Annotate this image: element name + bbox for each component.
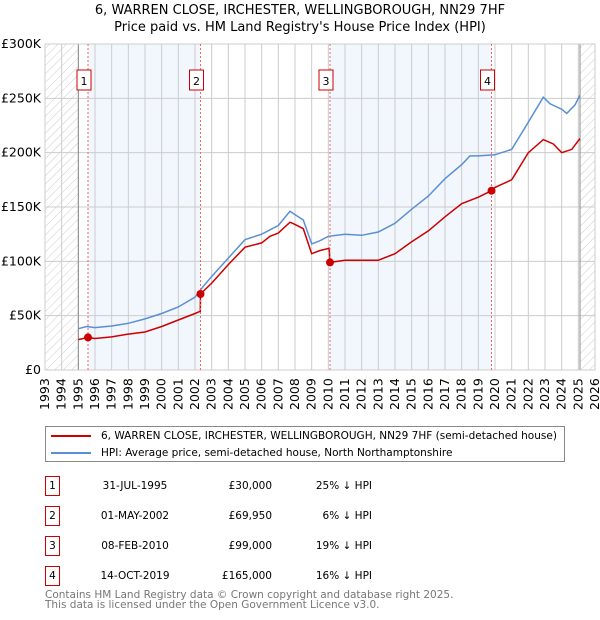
sale-date: 14-OCT-2019 (100, 570, 170, 582)
sale-number-label: 2 (193, 75, 200, 88)
x-tick-label: 1994 (54, 378, 69, 410)
x-tick-label: 2002 (187, 378, 202, 410)
footer: Contains HM Land Registry data © Crown c… (45, 589, 454, 611)
x-tick-label: 1993 (37, 378, 52, 410)
x-tick-label: 2014 (387, 378, 402, 410)
sale-number-label: 1 (81, 75, 88, 88)
x-tick-label: 2001 (170, 378, 185, 410)
plot-frame (44, 43, 596, 371)
legend-label: 6, WARREN CLOSE, IRCHESTER, WELLINGBOROU… (101, 429, 557, 442)
sale-row: 2 01-MAY-2002 £69,950 6% ↓ HPI (45, 506, 545, 526)
x-tick-label: 2011 (337, 378, 352, 410)
y-tick-label: £200K (1, 145, 42, 160)
sale-point (196, 289, 205, 298)
x-tick-label: 2010 (320, 378, 335, 410)
x-tick-label: 2022 (520, 378, 535, 410)
sale-number-label: 3 (323, 75, 330, 88)
x-tick-label: 2024 (554, 378, 569, 410)
y-tick-label: £150K (1, 199, 42, 214)
x-tick-label: 2016 (420, 378, 435, 410)
y-tick-label: £50K (9, 308, 42, 323)
x-tick-label: 2021 (504, 378, 519, 410)
y-tick-label: £0 (25, 362, 41, 377)
legend-item-hpi: HPI: Average price, semi-detached house,… (46, 444, 564, 461)
title-line-1: 6, WARREN CLOSE, IRCHESTER, WELLINGBOROU… (94, 3, 506, 18)
sale-number-badge: 3 (45, 536, 60, 556)
sale-number-badge: 1 (45, 476, 60, 496)
y-tick-label: £300K (1, 36, 42, 51)
series-line (78, 94, 581, 330)
sale-number-badge: 2 (45, 506, 60, 526)
x-tick-label: 2015 (404, 378, 419, 410)
x-tick-label: 2006 (254, 378, 269, 410)
x-tick-label: 2020 (487, 378, 502, 410)
sale-price: £165,000 (221, 570, 272, 582)
sale-hpi-diff: 25% ↓ HPI (315, 480, 372, 492)
blue-line-swatch (51, 451, 91, 454)
title-line-2: Price paid vs. HM Land Registry's House … (114, 20, 486, 35)
sale-point (84, 333, 92, 342)
footer-line-1: Contains HM Land Registry data © Crown c… (45, 589, 454, 601)
x-tick-label: 2023 (537, 378, 552, 410)
x-tick-label: 1996 (87, 378, 102, 410)
x-tick-label: 1999 (137, 378, 152, 410)
x-tick-label: 2009 (304, 378, 319, 410)
x-tick-label: 1998 (120, 378, 135, 410)
sale-point (487, 186, 496, 195)
sale-point (326, 258, 334, 267)
legend: 6, WARREN CLOSE, IRCHESTER, WELLINGBOROU… (45, 426, 565, 462)
sale-row: 1 31-JUL-1995 £30,000 25% ↓ HPI (45, 476, 545, 496)
x-tick-label: 2012 (354, 378, 369, 410)
x-tick-label: 2003 (204, 378, 219, 410)
x-tick-label: 2025 (570, 378, 585, 410)
sale-price: £69,950 (228, 510, 272, 522)
x-tick-label: 2017 (437, 378, 452, 410)
sale-hpi-diff: 6% ↓ HPI (322, 510, 372, 522)
sale-number-box (76, 69, 92, 91)
x-tick-label: 2019 (470, 378, 485, 410)
x-tick-label: 2026 (587, 378, 600, 410)
sale-row: 4 14-OCT-2019 £165,000 16% ↓ HPI (45, 566, 545, 586)
sale-number-badge: 4 (45, 566, 60, 586)
sale-hpi-diff: 16% ↓ HPI (315, 570, 372, 582)
legend-label: HPI: Average price, semi-detached house,… (101, 446, 453, 459)
chart-title: 6, WARREN CLOSE, IRCHESTER, WELLINGBOROU… (0, 2, 600, 36)
x-tick-label: 2013 (370, 378, 385, 410)
x-tick-label: 1995 (70, 378, 85, 410)
sale-number-label: 4 (484, 75, 491, 88)
footer-line-2: This data is licensed under the Open Gov… (45, 599, 380, 611)
x-tick-label: 2008 (287, 378, 302, 410)
sale-hpi-diff: 19% ↓ HPI (315, 540, 372, 552)
sale-price: £30,000 (228, 480, 272, 492)
red-line-swatch (51, 434, 91, 437)
y-tick-label: £100K (1, 253, 42, 268)
x-tick-label: 1997 (104, 378, 119, 410)
sale-date: 31-JUL-1995 (102, 480, 168, 492)
x-tick-label: 2005 (237, 378, 252, 410)
sale-date: 08-FEB-2010 (101, 540, 169, 552)
x-tick-label: 2018 (454, 378, 469, 410)
sale-price: £99,000 (228, 540, 272, 552)
legend-item-property: 6, WARREN CLOSE, IRCHESTER, WELLINGBOROU… (46, 427, 564, 444)
sale-row: 3 08-FEB-2010 £99,000 19% ↓ HPI (45, 536, 545, 556)
y-tick-label: £250K (1, 90, 42, 105)
sale-number-box (318, 69, 334, 91)
price-chart: 1 2 3 4 1993 1994 1995 1996 1997 1998 1999 2000 2001… (1, 36, 600, 410)
sale-date: 01-MAY-2002 (100, 510, 170, 522)
sale-number-box (480, 69, 495, 91)
x-tick-label: 2004 (220, 378, 235, 410)
series-line (78, 138, 581, 341)
x-tick-label: 2007 (270, 378, 285, 410)
x-tick-label: 2000 (154, 378, 169, 410)
sale-number-box (189, 69, 204, 91)
